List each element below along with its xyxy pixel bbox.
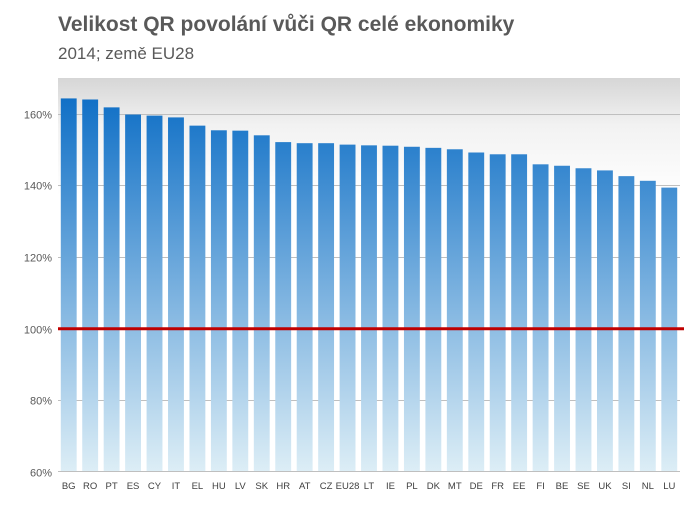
bar-sk	[253, 135, 270, 472]
x-tick-label: CY	[148, 481, 162, 492]
bar-pl	[403, 146, 420, 472]
x-tick-label: LU	[663, 481, 675, 492]
bar-it	[168, 117, 184, 473]
x-tick-label: EE	[513, 481, 526, 492]
bar-be	[554, 165, 570, 472]
x-tick-label: FR	[491, 481, 504, 492]
bar-lv	[232, 130, 249, 472]
x-tick-label: FI	[536, 481, 544, 492]
bar-fi	[532, 164, 549, 472]
x-tick-label: DK	[427, 481, 441, 492]
x-tick-label: HU	[212, 481, 226, 492]
bar-cy	[146, 115, 163, 473]
bar-se	[575, 168, 592, 472]
bar-hr	[275, 142, 292, 473]
x-tick-label: PL	[406, 481, 418, 492]
x-tick-label: PT	[106, 481, 118, 492]
x-tick-label: DE	[470, 481, 483, 492]
bar-ee	[511, 154, 528, 473]
x-tick-label: ES	[127, 481, 140, 492]
x-tick-label: HR	[276, 481, 290, 492]
bar-mt	[446, 149, 463, 472]
x-tick-label: SK	[255, 481, 268, 492]
bar-fr	[489, 154, 506, 473]
bar-ro	[82, 99, 99, 473]
bar-de	[468, 152, 485, 472]
bar-es	[125, 114, 141, 472]
x-tick-label: AT	[299, 481, 311, 492]
y-tick-label: 160%	[24, 110, 52, 122]
bar-cz	[318, 143, 335, 472]
bar-el	[189, 125, 206, 472]
x-tick-label: EU28	[336, 481, 360, 492]
bar-hu	[210, 130, 227, 473]
x-tick-label: BG	[62, 481, 76, 492]
y-tick-label: 100%	[24, 325, 52, 337]
x-tick-label: SE	[577, 481, 590, 492]
x-tick-label: RO	[83, 481, 97, 492]
y-tick-label: 140%	[24, 181, 52, 193]
x-tick-label: IT	[172, 481, 181, 492]
x-tick-label: UK	[598, 481, 612, 492]
bar-uk	[597, 170, 613, 472]
y-tick-label: 60%	[30, 468, 52, 480]
x-tick-label: LT	[364, 481, 375, 492]
bar-at	[296, 143, 313, 472]
y-tick-label: 120%	[24, 253, 52, 265]
x-tick-label: EL	[192, 481, 204, 492]
bar-eu28	[339, 144, 356, 472]
bars	[60, 98, 678, 473]
y-tick-label: 80%	[30, 396, 52, 408]
x-tick-label: NL	[642, 481, 654, 492]
bar-si	[618, 176, 635, 472]
x-tick-label: LV	[235, 481, 247, 492]
bar-dk	[425, 147, 442, 472]
bar-ie	[382, 145, 399, 472]
bar-nl	[639, 180, 656, 473]
x-tick-label: BE	[556, 481, 569, 492]
x-tick-label: IE	[386, 481, 395, 492]
x-axis-labels: BG RO PT ES CY IT EL HU LV SK HR AT CZ EU28 LT IE PL DK MT…	[62, 481, 676, 492]
bar-lt	[361, 145, 377, 472]
x-tick-label: MT	[448, 481, 462, 492]
chart-title: Velikost QR povolání vůči QR celé ekonom…	[58, 13, 515, 36]
x-tick-label: SI	[622, 481, 631, 492]
chart-subtitle: 2014; země EU28	[58, 44, 195, 63]
x-tick-label: CZ	[320, 481, 333, 492]
y-axis-ticks: 60% 80% 100% 120% 140% 160%	[24, 110, 52, 480]
bar-bg	[60, 98, 77, 473]
bar-pt	[103, 107, 120, 473]
